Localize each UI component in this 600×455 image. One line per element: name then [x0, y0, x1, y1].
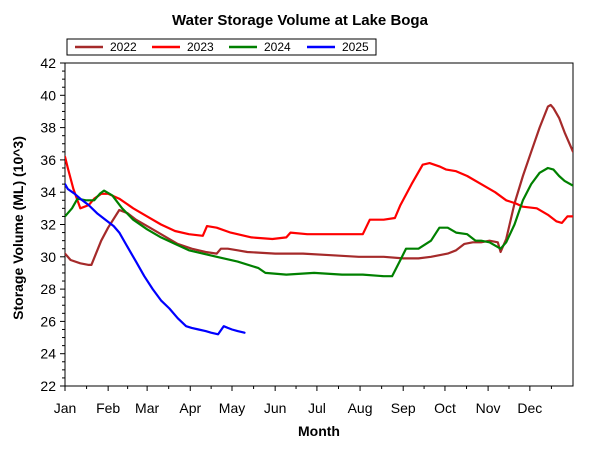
- y-tick-label: 30: [40, 249, 56, 265]
- legend-label-2024: 2024: [264, 40, 291, 54]
- y-axis: 22 24 26 28 30 32 34 36 38 40 42: [40, 55, 65, 394]
- x-tick-label: Mar: [135, 400, 159, 416]
- y-tick-label: 42: [40, 55, 56, 71]
- x-tick-label: Feb: [96, 400, 120, 416]
- series-line-2024: [65, 166, 573, 278]
- x-tick-label: Apr: [179, 400, 201, 416]
- legend-label-2023: 2023: [187, 40, 214, 54]
- x-tick-label: Jun: [264, 400, 287, 416]
- y-axis-label: Storage Volume (ML) (10^3): [10, 136, 26, 320]
- x-tick-label: Jul: [308, 400, 326, 416]
- y-tick-label: 34: [40, 184, 56, 200]
- y-tick-label: 36: [40, 152, 56, 168]
- y-tick-label: 28: [40, 281, 56, 297]
- x-axis-label: Month: [298, 423, 340, 439]
- x-tick-label: Oct: [434, 400, 456, 416]
- x-tick-label: Dec: [517, 400, 542, 416]
- legend-label-2025: 2025: [342, 40, 369, 54]
- chart-title: Water Storage Volume at Lake Boga: [172, 12, 429, 29]
- legend: 2022 2023 2024 2025: [66, 38, 377, 56]
- y-tick-label: 24: [40, 346, 56, 362]
- legend-box: [66, 38, 377, 56]
- series-line-2025: [65, 183, 246, 336]
- x-tick-label: Jan: [54, 400, 77, 416]
- x-axis: Jan Feb Mar Apr May Jun Jul Aug Sep Oct Nov Dec: [54, 386, 552, 416]
- y-tick-label: 38: [40, 120, 56, 136]
- series-line-2023: [65, 155, 573, 241]
- y-tick-label: 40: [40, 87, 56, 103]
- legend-label-2022: 2022: [110, 40, 137, 54]
- y-tick-label: 26: [40, 313, 56, 329]
- x-tick-label: Nov: [476, 400, 501, 416]
- x-tick-label: May: [219, 400, 245, 416]
- series-layer: [65, 103, 573, 336]
- x-tick-label: Sep: [391, 400, 416, 416]
- y-tick-label: 22: [40, 378, 56, 394]
- x-tick-label: Aug: [348, 400, 373, 416]
- y-tick-label: 32: [40, 217, 56, 233]
